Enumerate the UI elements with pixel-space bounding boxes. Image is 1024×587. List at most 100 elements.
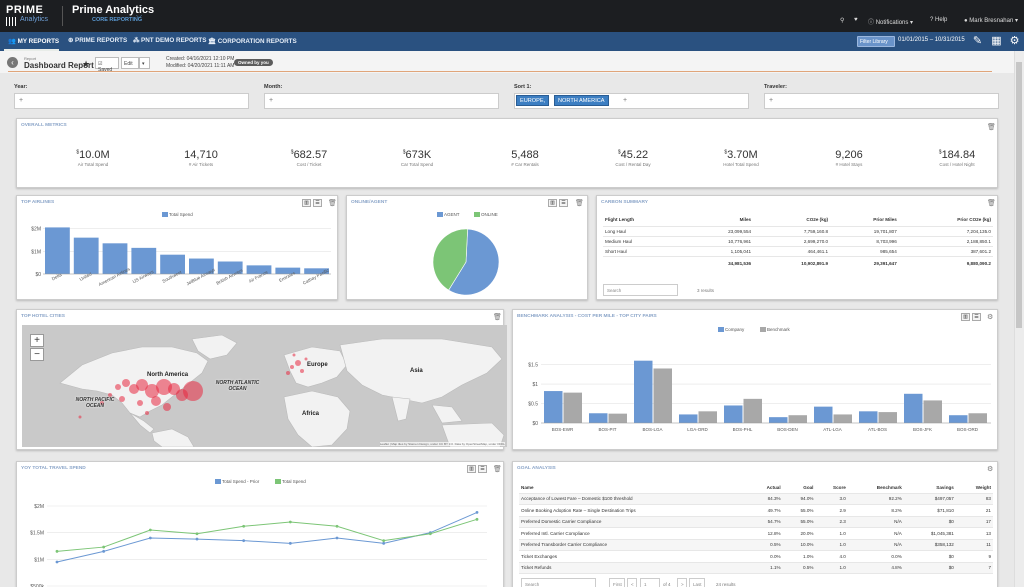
edit-dropdown[interactable]: ▾ (139, 57, 150, 69)
trash-icon[interactable]: 🗑 (987, 124, 996, 131)
bar-1-5[interactable] (788, 415, 808, 423)
column-header[interactable]: Miles (685, 214, 754, 227)
bar-1-1[interactable] (608, 413, 628, 423)
chart-view-icon[interactable]: ▥ (467, 465, 476, 473)
point-1-9[interactable] (475, 517, 479, 521)
point-0-9[interactable] (475, 511, 479, 514)
point-1-7[interactable] (382, 539, 386, 543)
bar-1-3[interactable] (698, 411, 718, 423)
bar-0-0[interactable] (544, 391, 563, 423)
settings-icon[interactable]: ⚙ (987, 466, 994, 473)
bar-2[interactable] (102, 243, 128, 274)
goal-search-input[interactable]: Search (521, 578, 596, 587)
prev-page-button[interactable]: < (627, 578, 637, 587)
tab-my-reports[interactable]: 👥 MY REPORTS (8, 38, 60, 45)
hotel-cities-map[interactable]: + − North America Europe Asia Africa NOR… (22, 325, 507, 447)
bar-0[interactable] (45, 227, 70, 274)
pie-slice-0[interactable] (448, 228, 500, 296)
gear-icon[interactable]: ⚙ (1009, 35, 1020, 47)
bar-6[interactable] (217, 261, 243, 275)
point-0-0[interactable] (55, 560, 59, 564)
help-button[interactable]: ? Help (930, 17, 947, 23)
table-view-icon[interactable]: ☰ (478, 465, 487, 473)
month-filter-input[interactable]: + (264, 93, 499, 109)
table-row[interactable]: Preferred Intl. Carrier Compliance 12.8% 2… (519, 527, 993, 540)
point-0-4[interactable] (242, 539, 246, 543)
point-1-3[interactable] (195, 532, 199, 536)
column-header[interactable]: Actual (747, 482, 783, 494)
chevron-down-icon[interactable]: ⌵ (136, 11, 143, 20)
edit-button[interactable]: Edit (121, 57, 139, 69)
point-1-1[interactable] (102, 545, 106, 549)
column-header[interactable]: Prior Miles (830, 214, 899, 227)
search-icon[interactable]: ⚲ (840, 18, 845, 24)
table-row[interactable]: Preferred Domestic Carrier Compliance 54.… (519, 516, 993, 528)
first-page-button[interactable]: First (609, 578, 625, 587)
filter-library-button[interactable]: Filter Library (857, 36, 895, 47)
bar-0-3[interactable] (679, 414, 698, 423)
column-header[interactable]: Prior CO2e (kg) (898, 214, 993, 227)
column-header[interactable]: Goal (782, 482, 816, 494)
column-header[interactable]: Benchmark (847, 482, 904, 494)
bar-1-9[interactable] (968, 413, 988, 423)
traveler-filter-input[interactable]: + (764, 93, 999, 109)
filter-tag-north-america[interactable]: NORTH AMERICA (554, 95, 609, 106)
column-header[interactable]: Weight (955, 482, 993, 494)
point-0-7[interactable] (382, 541, 386, 545)
bar-1-6[interactable] (833, 414, 853, 423)
tab-corporation-reports[interactable]: 🏛 CORPORATION REPORTS (208, 38, 297, 45)
app-subtitle[interactable]: CORE REPORTING (92, 17, 143, 23)
heart-icon[interactable]: ♥ (854, 17, 858, 23)
point-0-5[interactable] (288, 541, 292, 545)
series-line-0[interactable] (56, 511, 478, 563)
table-view-icon[interactable]: ☰ (972, 313, 981, 321)
bar-0-9[interactable] (949, 415, 968, 423)
series-line-1[interactable] (56, 518, 478, 552)
bar-0-8[interactable] (904, 393, 923, 423)
bar-1-2[interactable] (653, 368, 673, 423)
table-row[interactable]: Online Booking Adoption Rate – Single De… (519, 504, 993, 517)
point-0-1[interactable] (102, 549, 106, 553)
table-row[interactable]: Ticket Refunds 1.1% 0.5% 1.0 4.8% $0 7 (519, 562, 993, 574)
tab-prime-reports[interactable]: ⊕ PRIME REPORTS (68, 37, 128, 44)
point-0-6[interactable] (335, 536, 339, 540)
bar-9[interactable] (304, 268, 329, 274)
page-number-input[interactable]: 1 (640, 578, 660, 587)
user-menu[interactable]: ● Mark Bresnahan ▾ (964, 18, 1019, 24)
notifications-button[interactable]: ⓘ Notifications ▾ (868, 20, 914, 26)
point-1-6[interactable] (335, 524, 339, 528)
bar-5[interactable] (189, 258, 214, 274)
bar-0-2[interactable] (634, 360, 653, 423)
bar-0-7[interactable] (859, 411, 878, 423)
settings-icon[interactable]: ⚙ (987, 314, 994, 321)
trash-icon[interactable]: 🗑 (328, 200, 337, 207)
pie-slice-1[interactable] (432, 228, 468, 291)
column-header[interactable]: Savings (903, 482, 956, 494)
last-page-button[interactable]: Last (689, 578, 705, 587)
tab-pnt-demo-reports[interactable]: ⁂ PNT DEMO REPORTS (133, 37, 207, 44)
filter-tag-europe[interactable]: EUROPE, (516, 95, 550, 106)
star-icon[interactable]: ★ (82, 59, 91, 69)
table-view-icon[interactable]: ☰ (559, 199, 568, 207)
column-header[interactable]: Score (815, 482, 848, 494)
pencil-icon[interactable]: ✎ (972, 35, 983, 47)
bar-0-1[interactable] (589, 413, 608, 423)
bar-1-8[interactable] (923, 400, 943, 423)
zoom-out-button[interactable]: − (30, 348, 44, 361)
brand-logo[interactable]: PRIME Analytics (6, 4, 54, 28)
sort-filter-input[interactable]: + (514, 93, 749, 109)
table-view-icon[interactable]: ☰ (313, 199, 322, 207)
year-filter-input[interactable]: + (14, 93, 249, 109)
chart-view-icon[interactable]: ▥ (302, 199, 311, 207)
column-header[interactable]: Name (519, 482, 748, 494)
table-row[interactable]: Preferred Transborder Carrier Compliance… (519, 539, 993, 551)
column-header[interactable]: Flight Length (603, 214, 686, 227)
trash-icon[interactable]: 🗑 (987, 200, 996, 207)
point-1-2[interactable] (148, 528, 152, 532)
table-row[interactable]: Acceptance of Lowest Fare – Domestic $10… (519, 493, 993, 505)
point-0-2[interactable] (148, 536, 152, 540)
trash-icon[interactable]: 🗑 (493, 314, 502, 321)
zoom-in-button[interactable]: + (30, 334, 44, 347)
point-1-4[interactable] (242, 524, 246, 528)
bar-1-4[interactable] (743, 398, 763, 423)
